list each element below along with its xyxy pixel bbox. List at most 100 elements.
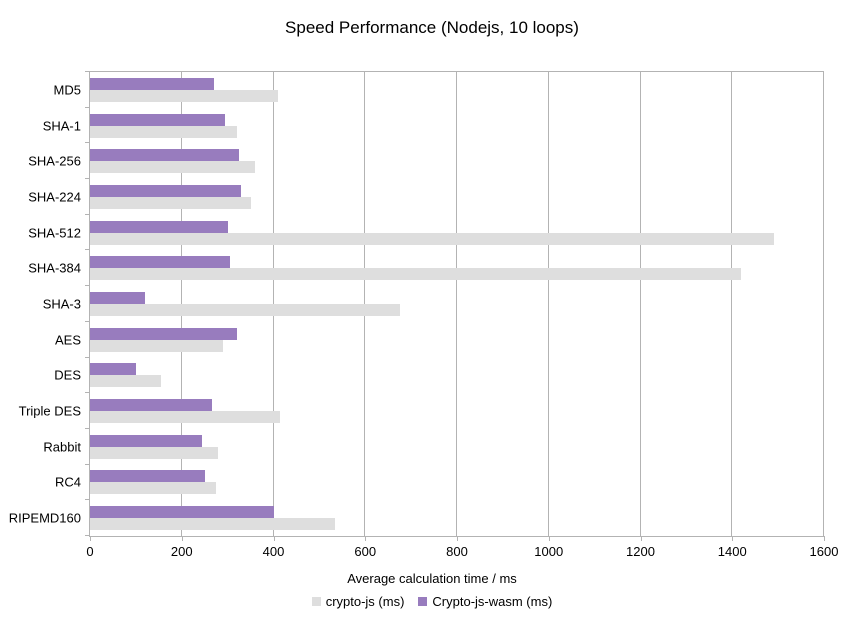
category-label: MD5 <box>53 82 81 98</box>
category-row: DES <box>54 358 824 394</box>
category-label: SHA-384 <box>28 260 81 276</box>
category-row: AES <box>55 322 824 358</box>
bar-crypto-js-wasm <box>90 220 228 233</box>
bar-crypto-js-wasm <box>90 291 146 304</box>
legend-label-cryptojs: crypto-js (ms) <box>325 594 405 609</box>
gridline <box>547 72 549 536</box>
y-axis-tick <box>85 142 90 144</box>
category-label: RIPEMD160 <box>8 510 81 526</box>
category-label: RC4 <box>54 474 81 490</box>
plot-area: 0 200 400 600 800 1000 1200 1400 1600 MD5 SHA-1 SHA… <box>9 71 838 559</box>
bar-crypto-js-wasm <box>90 327 237 340</box>
x-axis-tick <box>640 536 642 541</box>
y-axis-tick <box>85 427 90 429</box>
y-axis-tick <box>85 320 90 322</box>
bar-crypto-js-wasm <box>90 77 214 90</box>
legend-swatch-wasm-icon <box>418 597 428 606</box>
legend-item-wasm: Crypto-js-wasm (ms) <box>418 594 552 609</box>
category-label: DES <box>54 367 81 383</box>
bar-crypto-js <box>90 268 742 281</box>
bar-crypto-js <box>90 411 281 424</box>
y-axis-tick <box>85 71 90 72</box>
x-axis-tick-label: 800 <box>446 544 468 559</box>
chart-title: Speed Performance (Nodejs, 10 loops) <box>285 18 579 37</box>
y-axis-tick <box>85 392 90 394</box>
category-row: RIPEMD160 <box>9 500 824 536</box>
bar-crypto-js <box>90 89 279 102</box>
x-axis-title: Average calculation time / ms <box>347 571 517 586</box>
y-axis-tick <box>85 285 90 287</box>
legend: crypto-js (ms) Crypto-js-wasm (ms) <box>0 594 864 609</box>
x-axis-tick-label: 600 <box>354 544 377 559</box>
gridline <box>731 72 733 536</box>
bar-crypto-js <box>90 339 224 352</box>
category-row: MD5 <box>54 72 824 108</box>
x-axis-tick <box>457 536 458 541</box>
x-axis-tick-label: 0 <box>86 544 94 559</box>
category-label: SHA-256 <box>28 153 81 169</box>
x-axis-tick <box>181 536 183 541</box>
category-label: SHA-3 <box>42 296 81 312</box>
category-label: SHA-224 <box>28 189 81 205</box>
y-axis-tick <box>85 535 90 536</box>
bar-crypto-js <box>90 518 336 531</box>
x-axis-tick-label: 400 <box>262 544 285 559</box>
category-row: RC4 <box>55 465 824 501</box>
x-axis-tick-label: 1000 <box>534 544 564 559</box>
bar-crypto-js-wasm <box>90 149 240 162</box>
category-row: Rabbit <box>43 429 824 465</box>
category-row: SHA-256 <box>28 143 824 179</box>
y-axis-tick <box>85 178 90 180</box>
legend-item-cryptojs: crypto-js (ms) <box>311 594 405 609</box>
bar-crypto-js <box>90 232 774 245</box>
bar-crypto-js-wasm <box>90 256 230 269</box>
bar-crypto-js <box>90 196 251 209</box>
x-axis-tick <box>273 536 275 541</box>
category-label: SHA-512 <box>28 225 81 241</box>
x-axis-tick <box>732 536 734 541</box>
y-axis-tick <box>85 356 90 358</box>
category-label: Triple DES <box>18 403 81 419</box>
bar-crypto-js-wasm <box>90 363 136 376</box>
category-row: SHA-1 <box>43 108 824 144</box>
bar-crypto-js <box>90 375 162 388</box>
bar-crypto-js-wasm <box>90 113 226 126</box>
bar-crypto-js <box>90 125 237 138</box>
bar-crypto-js <box>90 482 217 495</box>
y-axis-tick <box>85 213 90 215</box>
bar-crypto-js <box>90 446 219 459</box>
y-axis-tick <box>85 499 90 501</box>
category-label: AES <box>54 332 81 348</box>
legend-label-wasm: Crypto-js-wasm (ms) <box>432 594 553 609</box>
x-axis-tick <box>365 536 367 541</box>
x-axis-tick-label: 1600 <box>809 544 839 559</box>
y-axis-tick <box>85 463 90 465</box>
x-axis-tick <box>90 536 91 541</box>
category-row: SHA-224 <box>28 179 824 215</box>
x-axis-tick <box>548 536 550 541</box>
bar-crypto-js-wasm <box>90 399 212 412</box>
gridline <box>456 72 457 536</box>
category-row: SHA-512 <box>28 215 824 251</box>
bar-crypto-js <box>90 161 256 174</box>
bar-crypto-js <box>90 303 400 316</box>
gridline <box>823 72 824 536</box>
bar-crypto-js-wasm <box>90 434 203 447</box>
category-label: Rabbit <box>43 439 81 455</box>
y-axis-tick <box>85 249 90 251</box>
bar-crypto-js-wasm <box>90 470 205 483</box>
x-axis-tick <box>824 536 825 541</box>
x-axis-tick-label: 1200 <box>626 544 655 559</box>
bar-crypto-js-wasm <box>90 184 242 197</box>
gridline <box>639 72 641 536</box>
category-row: SHA-3 <box>43 286 824 322</box>
category-row: SHA-384 <box>28 250 824 286</box>
legend-swatch-cryptojs-icon <box>311 597 321 606</box>
category-row: Triple DES <box>19 393 824 429</box>
y-axis-tick <box>85 106 90 108</box>
x-axis-tick-label: 200 <box>170 544 193 559</box>
category-label: SHA-1 <box>42 118 81 134</box>
bar-crypto-js-wasm <box>90 506 274 519</box>
x-axis-tick-label: 1400 <box>717 544 747 559</box>
